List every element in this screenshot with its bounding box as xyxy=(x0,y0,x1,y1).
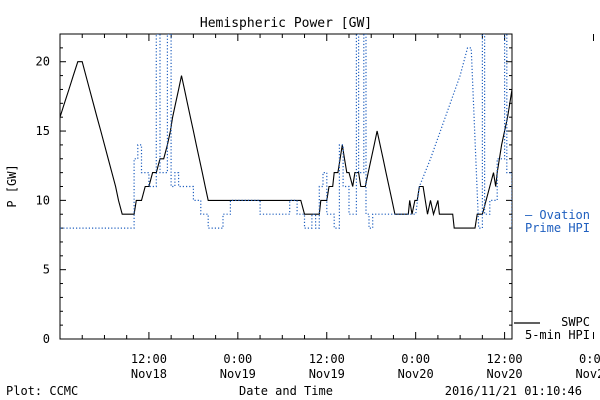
x-tick-time-2: 12:00 xyxy=(309,352,345,366)
series-line-0 xyxy=(60,61,512,229)
x-axis-label: Date and Time xyxy=(239,384,333,398)
legend-ovation-line2: Prime HPI xyxy=(525,221,590,235)
series-layer xyxy=(60,34,512,229)
legend-swpc-line2: 5-min HPI xyxy=(525,328,590,342)
x-tick-date-0: Nov18 xyxy=(131,367,167,381)
x-tick-date-1: Nov19 xyxy=(220,367,256,381)
y-axis: 0 5 10 15 20 xyxy=(36,33,512,346)
y-axis-label: P [GW] xyxy=(5,164,19,207)
x-tick-date-4: Nov20 xyxy=(487,367,523,381)
legend-swpc-line1: SWPC xyxy=(561,315,590,329)
legend-ovation-line1: — Ovation xyxy=(525,208,590,222)
series-line-1 xyxy=(60,34,512,229)
y-tick-label-1: 5 xyxy=(43,263,50,277)
x-tick-time-3: 0:00 xyxy=(401,352,430,366)
y-tick-label-2: 10 xyxy=(36,193,50,207)
x-tick-time-4: 12:00 xyxy=(487,352,523,366)
x-axis: 12:00Nov180:00Nov1912:00Nov190:00Nov2012… xyxy=(81,34,600,381)
x-tick-time-0: 12:00 xyxy=(131,352,167,366)
x-tick-time-5: 0:00 xyxy=(579,352,600,366)
y-tick-label-4: 20 xyxy=(36,55,50,69)
plot-timestamp: 2016/11/21 01:10:46 xyxy=(445,384,582,398)
x-tick-date-3: Nov20 xyxy=(398,367,434,381)
plot-frame xyxy=(59,33,513,340)
x-tick-date-2: Nov19 xyxy=(309,367,345,381)
y-tick-label-3: 15 xyxy=(36,124,50,138)
y-tick-label-0: 0 xyxy=(43,332,50,346)
plot-credit: Plot: CCMC xyxy=(6,384,78,398)
x-tick-time-1: 0:00 xyxy=(223,352,252,366)
x-tick-date-5: Nov21 xyxy=(575,367,600,381)
chart-title: Hemispheric Power [GW] xyxy=(200,16,372,31)
